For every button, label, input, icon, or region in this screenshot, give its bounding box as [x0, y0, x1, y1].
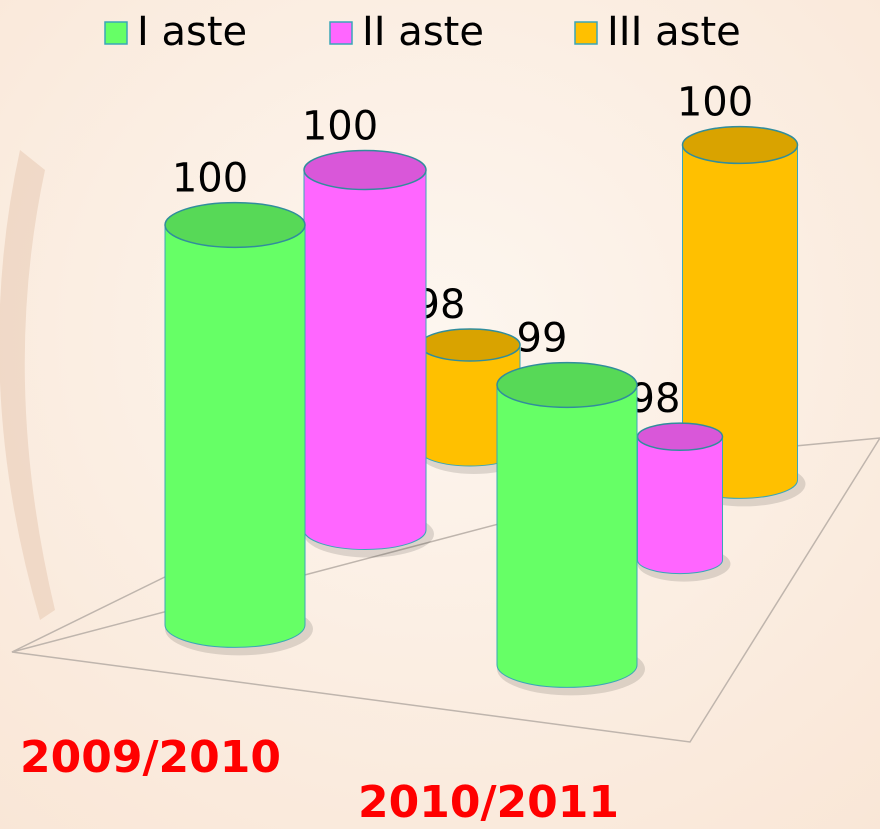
cylinder-top: [303, 149, 427, 191]
data-label: 100: [302, 103, 378, 149]
floor-edge: [11, 571, 176, 653]
cylinder-top: [164, 201, 306, 249]
legend-label: II aste: [362, 9, 484, 55]
data-label: 99: [517, 316, 568, 362]
category-label: 2009/2010: [20, 732, 281, 783]
cylinder: [497, 385, 637, 665]
data-label: 98: [630, 376, 681, 422]
data-label: 100: [172, 156, 248, 202]
legend-label: I aste: [137, 9, 247, 55]
legend-swatch: [574, 21, 598, 45]
category-label: 2010/2011: [358, 777, 619, 828]
cylinder-top: [419, 328, 521, 362]
cylinder: [304, 170, 426, 530]
cylinder-top: [496, 361, 638, 409]
legend-swatch: [329, 21, 353, 45]
cylinder: [637, 436, 723, 560]
legend-label: III aste: [607, 9, 741, 55]
cylinder: [165, 225, 305, 625]
cylinder-top: [636, 422, 724, 452]
cylinder-top: [681, 125, 799, 165]
data-label: 100: [677, 80, 753, 126]
decoration: [0, 150, 55, 620]
legend-swatch: [104, 21, 128, 45]
